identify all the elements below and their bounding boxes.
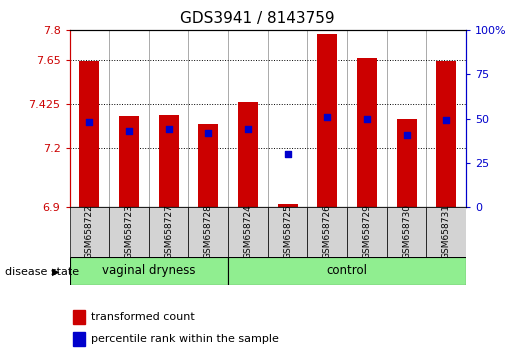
FancyBboxPatch shape <box>70 207 109 257</box>
Bar <box>238 102 258 207</box>
Text: GSM658722: GSM658722 <box>85 205 94 259</box>
FancyBboxPatch shape <box>188 207 228 257</box>
FancyBboxPatch shape <box>387 207 426 257</box>
Text: GSM658730: GSM658730 <box>402 204 411 259</box>
Point <box>323 114 332 120</box>
Point <box>85 119 94 125</box>
Text: GSM658731: GSM658731 <box>442 204 451 259</box>
Point <box>165 126 173 132</box>
Text: percentile rank within the sample: percentile rank within the sample <box>91 334 279 344</box>
Text: GSM658725: GSM658725 <box>283 204 292 259</box>
Text: disease state: disease state <box>5 267 79 276</box>
Text: GSM658728: GSM658728 <box>204 204 213 259</box>
Bar <box>397 119 417 207</box>
Text: GDS3941 / 8143759: GDS3941 / 8143759 <box>180 11 335 25</box>
Bar <box>79 61 99 207</box>
Text: GSM658723: GSM658723 <box>125 204 133 259</box>
Text: vaginal dryness: vaginal dryness <box>102 264 196 277</box>
Point <box>442 118 450 123</box>
Point <box>244 126 252 132</box>
Bar <box>74 332 85 346</box>
FancyBboxPatch shape <box>426 207 466 257</box>
Bar <box>119 116 139 207</box>
FancyBboxPatch shape <box>70 257 228 285</box>
FancyBboxPatch shape <box>228 207 268 257</box>
FancyBboxPatch shape <box>149 207 188 257</box>
Bar <box>436 61 456 207</box>
Bar <box>198 125 218 207</box>
Bar <box>317 34 337 207</box>
Text: GSM658727: GSM658727 <box>164 204 173 259</box>
FancyBboxPatch shape <box>109 207 149 257</box>
FancyBboxPatch shape <box>307 207 347 257</box>
FancyBboxPatch shape <box>347 207 387 257</box>
Text: GSM658724: GSM658724 <box>244 205 252 259</box>
Point <box>403 132 411 137</box>
Point <box>283 151 291 157</box>
Bar <box>357 58 377 207</box>
FancyBboxPatch shape <box>268 207 307 257</box>
Bar <box>159 115 179 207</box>
Point <box>125 128 133 134</box>
Bar <box>74 310 85 324</box>
Point <box>363 116 371 121</box>
Point <box>204 130 212 136</box>
Text: GSM658729: GSM658729 <box>363 204 371 259</box>
Bar <box>278 204 298 207</box>
Text: GSM658726: GSM658726 <box>323 204 332 259</box>
Text: control: control <box>327 264 368 277</box>
Text: transformed count: transformed count <box>91 312 195 322</box>
FancyBboxPatch shape <box>228 257 466 285</box>
Text: ▶: ▶ <box>52 267 59 276</box>
